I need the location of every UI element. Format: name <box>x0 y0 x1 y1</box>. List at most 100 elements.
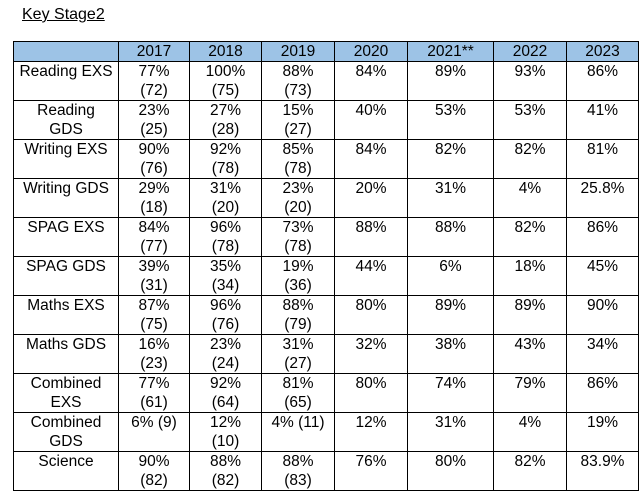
cell-percent: 39% <box>138 258 170 275</box>
cell-percent: 32% <box>355 336 387 353</box>
table-cell: 83.9% <box>566 451 639 491</box>
table-cell: 19% (36) <box>261 256 335 296</box>
table-row: SPAG EXS 84% (77) 96% (78) 73% (78) 88% 88% 82% 86… <box>13 217 639 257</box>
table-cell: 31% <box>407 178 494 218</box>
table-cell: 43% <box>493 334 567 374</box>
table-cell: 45% <box>566 256 639 296</box>
table-cell: 18% <box>493 256 567 296</box>
cell-count: (75) <box>140 316 168 333</box>
cell-count: (64) <box>211 394 240 411</box>
cell-percent: 89% <box>514 297 546 314</box>
header-cell-year: 2017 <box>118 41 190 62</box>
cell-percent: 44% <box>355 258 387 275</box>
table-row: SPAG GDS 39% (31) 35% (34) 19% (36) 44% 6% 18% 45% <box>13 256 639 296</box>
table-cell: 96% (76) <box>189 295 262 335</box>
cell-percent: 18% <box>514 258 546 275</box>
cell-percent: 88% <box>355 219 387 236</box>
table-cell: 23% (24) <box>189 334 262 374</box>
cell-percent: 89% <box>434 63 467 80</box>
table-cell: 88% <box>407 217 494 257</box>
cell-count: (25) <box>140 121 168 138</box>
table-cell: 23% (25) <box>118 100 190 140</box>
cell-count: (10) <box>211 433 240 450</box>
row-label-line: GDS <box>49 121 83 138</box>
table-cell: 4% (11) <box>261 412 335 452</box>
table-cell: 89% <box>407 61 494 101</box>
row-label-line: Maths GDS <box>25 336 107 353</box>
cell-percent: 86% <box>586 375 619 392</box>
row-label: Reading EXS <box>13 61 119 101</box>
table-cell: 80% <box>334 373 408 413</box>
cell-count: (72) <box>140 82 168 99</box>
table-cell: 34% <box>566 334 639 374</box>
cell-percent: 23% <box>138 102 170 119</box>
table-cell: 82% <box>493 217 567 257</box>
cell-count: (27) <box>284 121 312 138</box>
cell-percent: 93% <box>514 63 546 80</box>
cell-percent: 41% <box>586 102 619 119</box>
table-cell: 96% (78) <box>189 217 262 257</box>
table-cell: 23% (20) <box>261 178 335 218</box>
cell-count: (36) <box>284 277 312 294</box>
cell-percent: 77% <box>138 375 170 392</box>
row-label-line: SPAG EXS <box>27 219 105 236</box>
table-cell: 73% (78) <box>261 217 335 257</box>
cell-percent: 92% <box>209 375 242 392</box>
table-cell: 77% (61) <box>118 373 190 413</box>
table-cell: 90% <box>566 295 639 335</box>
table-row: Reading GDS 23% (25) 27% (28) 15% (27) 40% 53% 53%… <box>13 100 639 140</box>
table-cell: 84% <box>334 61 408 101</box>
cell-percent: 84% <box>138 219 170 236</box>
cell-count: (24) <box>211 355 240 372</box>
table-cell: 92% (64) <box>189 373 262 413</box>
row-label-line: Writing EXS <box>24 141 108 158</box>
row-label: Maths GDS <box>13 334 119 374</box>
table-cell: 81% (65) <box>261 373 335 413</box>
table-cell: 92% (78) <box>189 139 262 179</box>
cell-percent: 15% <box>282 102 314 119</box>
page-heading: Key Stage2 <box>22 6 105 23</box>
table-cell: 84% <box>334 139 408 179</box>
results-table: 2017 2018 2019 2020 2021** 2022 2023 Reading E… <box>13 41 639 491</box>
cell-percent: 40% <box>355 102 387 119</box>
cell-percent: 83.9% <box>580 453 625 470</box>
cell-count: (73) <box>284 82 312 99</box>
row-label-line: Combined <box>30 375 102 392</box>
table-cell: 27% (28) <box>189 100 262 140</box>
table-cell: 4% <box>493 178 567 218</box>
cell-count: (78) <box>211 238 240 255</box>
cell-percent: 82% <box>514 141 546 158</box>
cell-percent: 86% <box>586 63 619 80</box>
table-cell: 93% <box>493 61 567 101</box>
cell-percent: 29% <box>138 180 170 197</box>
cell-percent: 76% <box>355 453 387 470</box>
cell-count: (77) <box>140 238 168 255</box>
cell-count: (79) <box>284 316 312 333</box>
table-cell: 31% (27) <box>261 334 335 374</box>
table-cell: 88% (73) <box>261 61 335 101</box>
table-cell: 15% (27) <box>261 100 335 140</box>
cell-percent: 86% <box>586 219 619 236</box>
table-row: Combined GDS 6% (9) 12% (10) 4% (11) 12% 31% 4% 1… <box>13 412 639 452</box>
table-cell: 90% (82) <box>118 451 190 491</box>
cell-count: (23) <box>140 355 168 372</box>
cell-percent: 82% <box>434 141 467 158</box>
table-cell: 40% <box>334 100 408 140</box>
header-cell-year: 2020 <box>334 41 408 62</box>
row-label-line: Science <box>38 453 94 470</box>
table-cell: 80% <box>407 451 494 491</box>
cell-count: (82) <box>140 472 168 489</box>
table-cell: 86% <box>566 373 639 413</box>
row-label-line: EXS <box>50 394 82 411</box>
cell-percent: 12% <box>209 414 242 431</box>
cell-percent: 81% <box>586 141 619 158</box>
row-label: Combined EXS <box>13 373 119 413</box>
cell-percent: 96% <box>209 297 242 314</box>
table-cell: 74% <box>407 373 494 413</box>
cell-percent: 88% <box>282 453 314 470</box>
cell-percent: 4% (11) <box>271 414 325 431</box>
cell-percent: 43% <box>514 336 546 353</box>
row-label: SPAG EXS <box>13 217 119 257</box>
table-cell: 88% (83) <box>261 451 335 491</box>
cell-count: (76) <box>140 160 168 177</box>
